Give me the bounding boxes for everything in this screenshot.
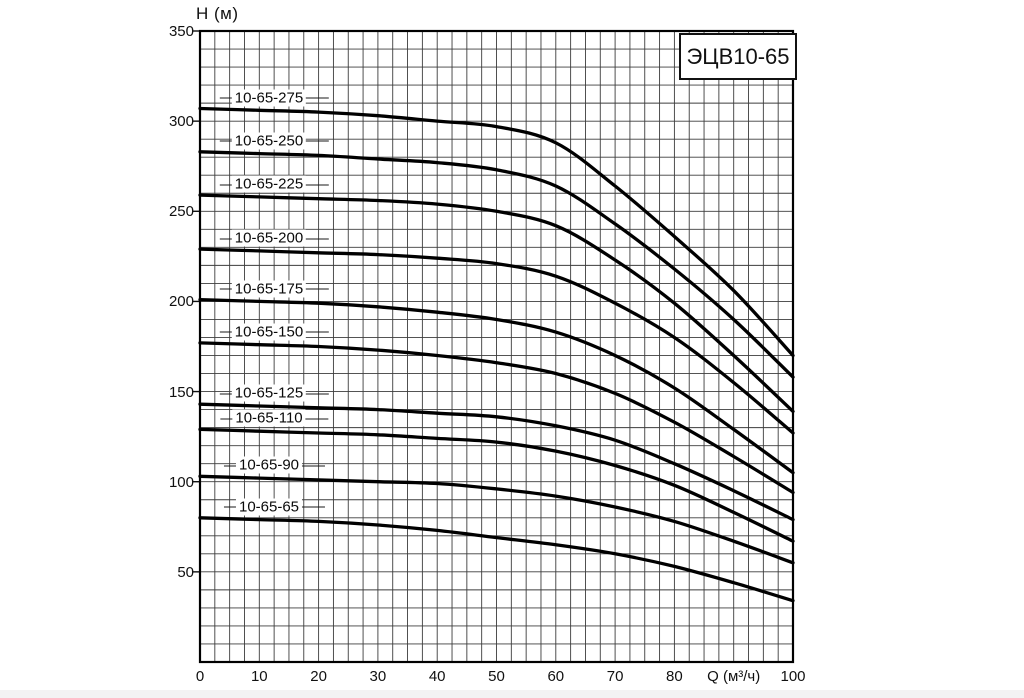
- curve-label-10-65-125: 10-65-125: [219, 384, 330, 402]
- x-tick-label-60: 60: [547, 668, 565, 685]
- curve-label-10-65-225: 10-65-225: [219, 175, 330, 193]
- x-tick-label-20: 20: [310, 668, 327, 685]
- pump-model-label: ЭЦВ10-65: [686, 43, 790, 69]
- curve-label-10-65-90: 10-65-90: [223, 456, 326, 474]
- y-tick-label-50: 50: [177, 563, 194, 581]
- pump-model-box: ЭЦВ10-65: [679, 33, 797, 80]
- x-tick-label-10: 10: [250, 668, 268, 685]
- curve-10-65-200: [198, 247, 795, 435]
- y-tick-label-300: 300: [168, 113, 194, 131]
- curve-10-65-65: [198, 516, 795, 603]
- page-edge-band: [0, 690, 1024, 698]
- curve-label-10-65-250: 10-65-250: [219, 132, 330, 150]
- x-tick-label-50: 50: [488, 668, 505, 685]
- curve-label-10-65-200: 10-65-200: [219, 229, 330, 247]
- y-tick-label-350: 350: [168, 23, 194, 40]
- x-tick-label-100: 100: [780, 668, 806, 685]
- x-tick-label-0: 0: [195, 668, 205, 685]
- curve-label-10-65-65: 10-65-65: [223, 498, 326, 516]
- x-axis-title: Q (м³/ч): [707, 668, 761, 685]
- y-tick-label-100: 100: [168, 473, 194, 491]
- curve-10-65-90: [198, 474, 795, 565]
- curve-10-65-110: [198, 427, 795, 543]
- y-tick-label-200: 200: [168, 293, 194, 311]
- y-tick-label-150: 150: [168, 383, 194, 401]
- y-axis-title: H (м): [196, 4, 239, 23]
- curve-label-10-65-110: 10-65-110: [220, 409, 330, 427]
- x-tick-label-30: 30: [369, 668, 387, 685]
- curve-label-10-65-150: 10-65-150: [219, 323, 330, 341]
- x-tick-label-70: 70: [606, 668, 624, 685]
- curve-10-65-225: [198, 193, 795, 414]
- curve-label-10-65-175: 10-65-175: [219, 280, 330, 298]
- curve-10-65-250: [198, 150, 795, 379]
- y-tick-label-250: 250: [168, 203, 194, 221]
- x-tick-label-80: 80: [666, 668, 683, 685]
- plot-border: [198, 29, 795, 664]
- x-tick-label-40: 40: [428, 668, 446, 685]
- curve-label-10-65-275: 10-65-275: [219, 89, 330, 107]
- curve-10-65-275: [198, 106, 795, 358]
- curve-10-65-175: [198, 297, 795, 475]
- curve-10-65-150: [198, 341, 795, 495]
- curve-10-65-125: [198, 402, 795, 522]
